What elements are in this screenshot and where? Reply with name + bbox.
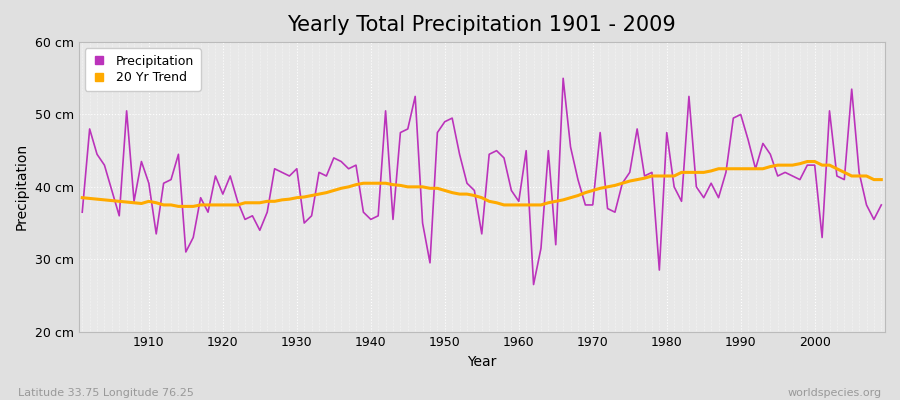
20 Yr Trend xyxy=(876,177,886,182)
20 Yr Trend xyxy=(521,202,532,207)
Precipitation xyxy=(558,76,569,81)
20 Yr Trend xyxy=(609,183,620,188)
20 Yr Trend xyxy=(76,195,87,200)
20 Yr Trend xyxy=(136,201,147,206)
Precipitation xyxy=(876,202,886,207)
Precipitation xyxy=(136,159,147,164)
Precipitation xyxy=(343,166,354,171)
Precipitation xyxy=(76,210,87,214)
Line: Precipitation: Precipitation xyxy=(82,78,881,284)
Precipitation xyxy=(616,181,627,186)
Text: Latitude 33.75 Longitude 76.25: Latitude 33.75 Longitude 76.25 xyxy=(18,388,194,398)
Text: worldspecies.org: worldspecies.org xyxy=(788,388,882,398)
20 Yr Trend xyxy=(802,159,813,164)
Precipitation xyxy=(506,188,517,193)
20 Yr Trend xyxy=(173,204,184,209)
Precipitation xyxy=(528,282,539,287)
20 Yr Trend xyxy=(351,182,362,187)
Y-axis label: Precipitation: Precipitation xyxy=(15,143,29,230)
20 Yr Trend xyxy=(306,193,317,198)
Precipitation xyxy=(299,221,310,226)
Line: 20 Yr Trend: 20 Yr Trend xyxy=(82,162,881,206)
20 Yr Trend xyxy=(513,202,524,207)
X-axis label: Year: Year xyxy=(467,355,497,369)
Legend: Precipitation, 20 Yr Trend: Precipitation, 20 Yr Trend xyxy=(85,48,201,91)
Title: Yearly Total Precipitation 1901 - 2009: Yearly Total Precipitation 1901 - 2009 xyxy=(287,15,676,35)
Precipitation xyxy=(513,199,524,204)
